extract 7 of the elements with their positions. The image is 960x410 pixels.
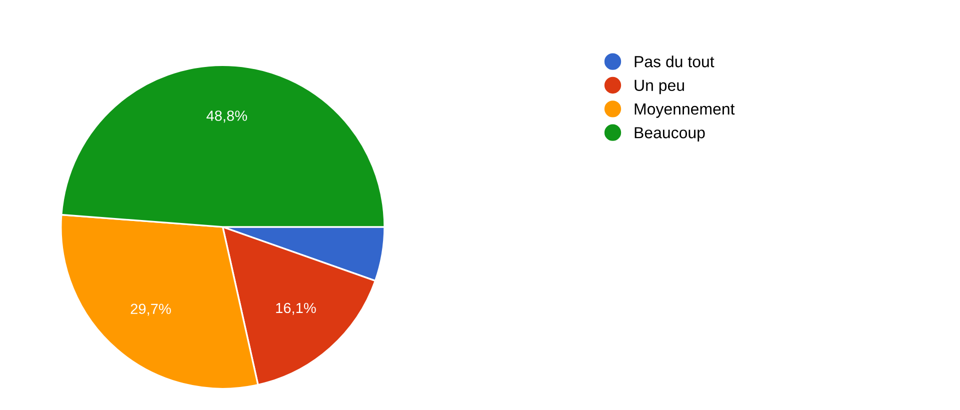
data-label: 16,1% — [276, 302, 316, 315]
data-label: 29,7% — [130, 304, 171, 316]
legend-label: Pas du tout — [634, 56, 714, 68]
legend-label: Beaucoup — [634, 127, 705, 142]
legend-label: Un peu — [634, 80, 684, 94]
legend-label: Moyennement — [634, 104, 735, 118]
data-label: 48,8% — [206, 110, 248, 123]
